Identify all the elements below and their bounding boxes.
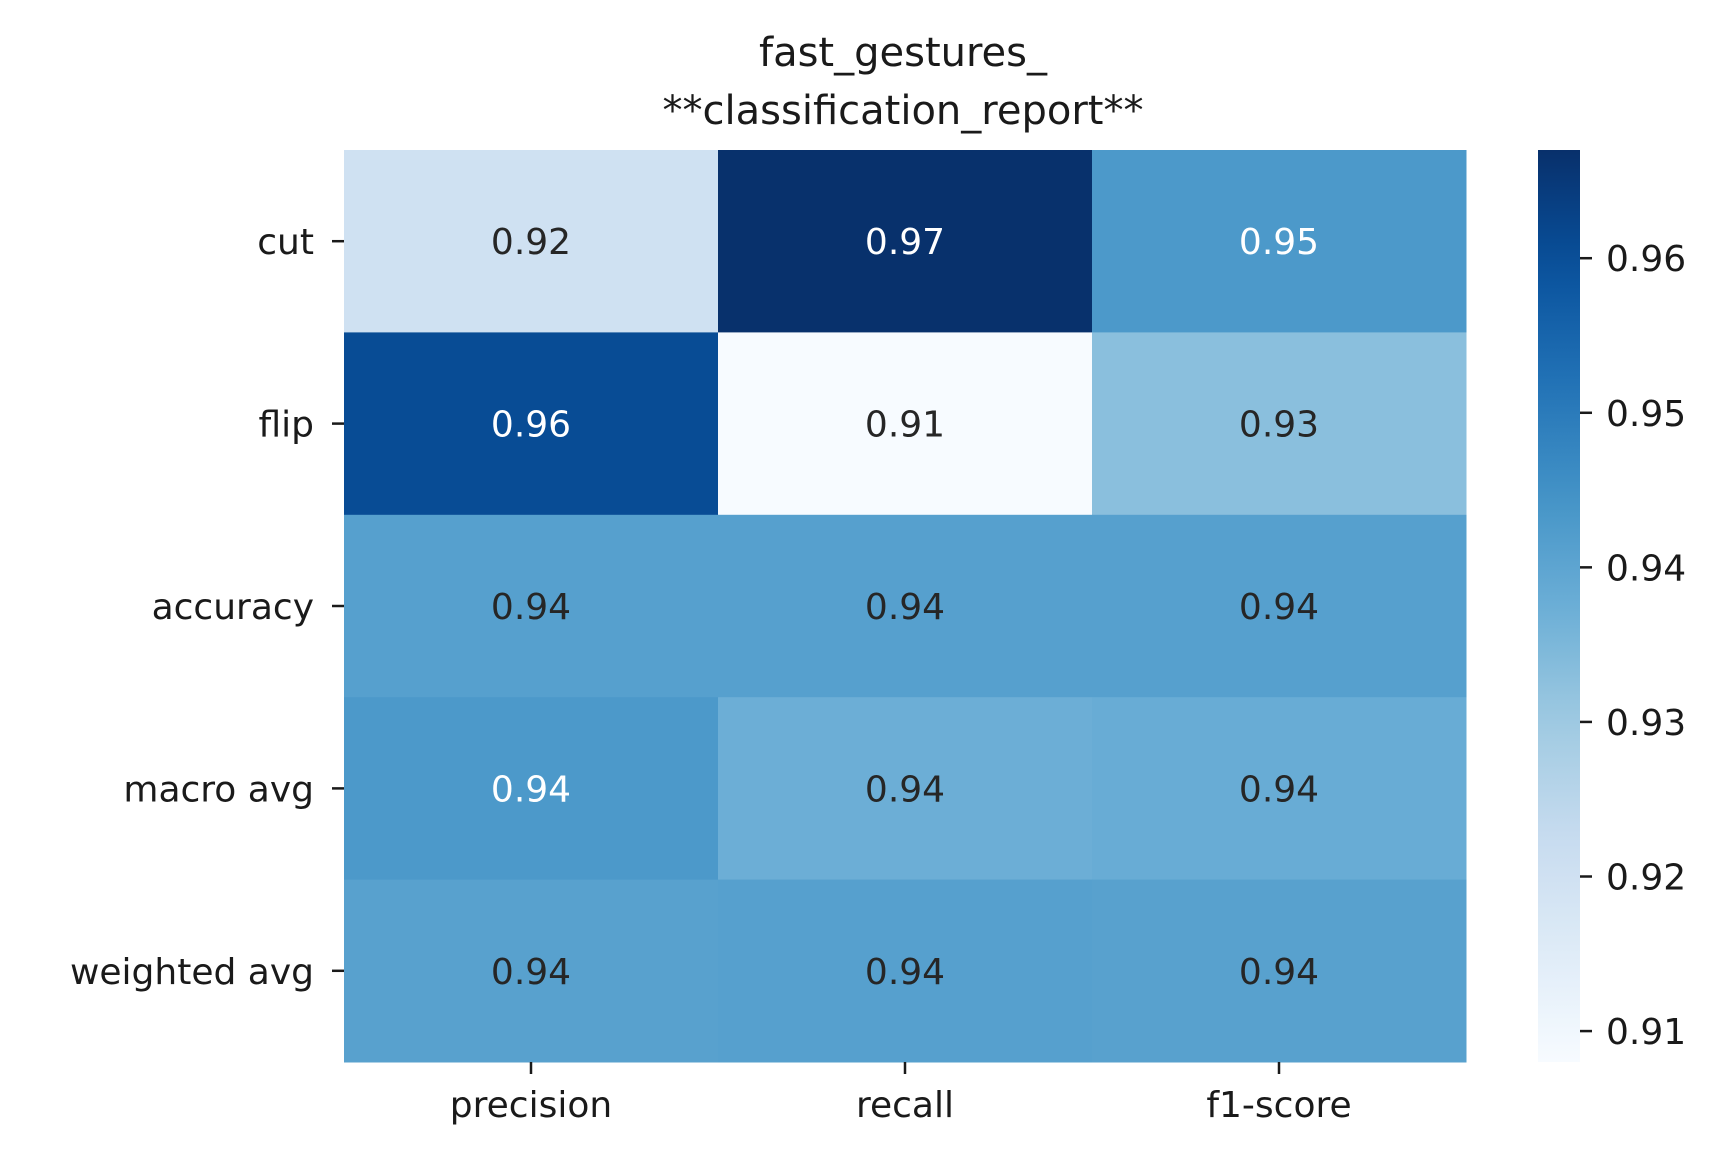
x-axis: precision recall f1-score <box>450 1062 1352 1126</box>
x-tick-label-precision: precision <box>450 1085 612 1126</box>
y-tick-label-cut: cut <box>257 222 314 263</box>
colorbar-tick-label: 0.93 <box>1606 703 1686 744</box>
cell-value-label: 0.94 <box>491 587 571 628</box>
cell-value-label: 0.95 <box>1239 222 1319 263</box>
chart-title-line-2: **classification_report** <box>663 88 1144 134</box>
cell-value-label: 0.91 <box>865 405 945 446</box>
heatmap-cell-weighted-avg-precision <box>344 879 719 1063</box>
heatmap-cell-accuracy-f1-score <box>1092 514 1467 698</box>
heatmap-cell-cut-recall <box>718 150 1093 333</box>
colorbar-tick-label: 0.92 <box>1606 858 1686 899</box>
x-tick-label-f1-score: f1-score <box>1206 1085 1351 1126</box>
heatmap-cell-macro-avg-recall <box>718 697 1093 881</box>
cell-value-label: 0.92 <box>491 222 571 263</box>
colorbar-gradient <box>1538 150 1580 1062</box>
y-tick-label-weighted-avg: weighted avg <box>70 952 314 993</box>
heatmap-cell-weighted-avg-f1-score <box>1092 879 1467 1063</box>
y-tick-label-macro-avg: macro avg <box>123 769 314 810</box>
y-tick-label-flip: flip <box>258 405 314 446</box>
chart-title-line-1: fast_gestures_ <box>759 30 1048 76</box>
y-tick-label-accuracy: accuracy <box>152 587 314 628</box>
heatmap-cell-flip-f1-score <box>1092 332 1467 516</box>
colorbar-tick-label: 0.96 <box>1606 239 1686 280</box>
heatmap-cell-cut-precision <box>344 150 719 333</box>
heatmap-cell-flip-recall <box>718 332 1093 516</box>
cell-value-label: 0.97 <box>865 222 945 263</box>
cell-value-label: 0.94 <box>1239 587 1319 628</box>
cell-value-label: 0.94 <box>1239 952 1319 993</box>
cell-value-label: 0.94 <box>491 769 571 810</box>
colorbar-tick-label: 0.91 <box>1606 1012 1686 1053</box>
heatmap-cell-macro-avg-precision <box>344 697 719 881</box>
cell-value-label: 0.94 <box>865 769 945 810</box>
colorbar-tick-label: 0.94 <box>1606 548 1686 589</box>
y-axis: cut flip accuracy macro avg weighted avg <box>70 222 344 993</box>
cell-value-label: 0.93 <box>1239 405 1319 446</box>
heatmap-cell-cut-f1-score <box>1092 150 1467 333</box>
x-tick-label-recall: recall <box>856 1085 954 1126</box>
heatmap-cell-macro-avg-f1-score <box>1092 697 1467 881</box>
cell-value-label: 0.96 <box>491 405 571 446</box>
cell-value-label: 0.94 <box>1239 769 1319 810</box>
heatmap-cells: 0.92 0.97 0.95 0.96 0.91 0.93 0.94 0.94 0.94 0.94… <box>344 150 1467 1063</box>
heatmap-cell-flip-precision <box>344 332 719 516</box>
cell-value-label: 0.94 <box>865 952 945 993</box>
colorbar-tick-label: 0.95 <box>1606 394 1686 435</box>
heatmap-cell-accuracy-precision <box>344 514 719 698</box>
colorbar: 0.91 0.92 0.93 0.94 0.95 0.96 <box>1538 150 1686 1062</box>
cell-value-label: 0.94 <box>491 952 571 993</box>
cell-value-label: 0.94 <box>865 587 945 628</box>
heatmap-cell-weighted-avg-recall <box>718 879 1093 1063</box>
heatmap-cell-accuracy-recall <box>718 514 1093 698</box>
